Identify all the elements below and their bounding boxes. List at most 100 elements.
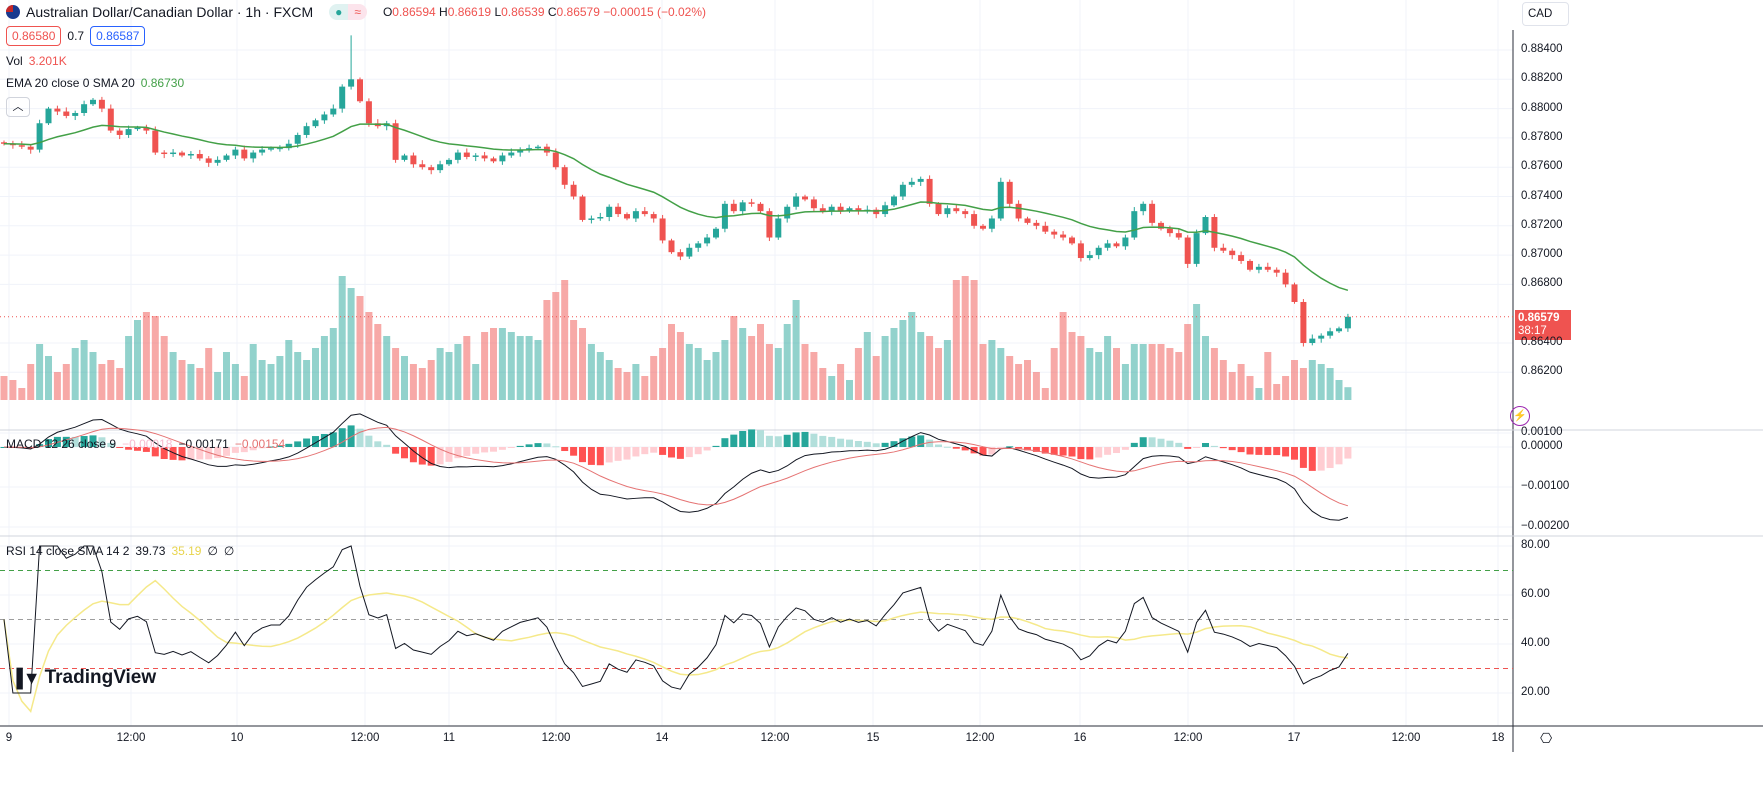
volume-bar (1041, 388, 1049, 400)
volume-bar (249, 344, 257, 400)
spread-value: 0.7 (67, 29, 85, 43)
macd-histogram-bar (1166, 440, 1174, 447)
candle-body (276, 148, 283, 150)
candle-body (1104, 243, 1111, 248)
macd-histogram-bar (534, 443, 542, 447)
candle-body (1, 142, 7, 144)
candle-body (891, 196, 897, 206)
macd-histogram-bar (427, 447, 435, 466)
candle-body (1175, 233, 1182, 238)
macd-histogram-bar (810, 433, 818, 447)
candle-body (428, 167, 435, 171)
candle-body (18, 145, 25, 147)
time-axis-label: 12:00 (116, 732, 146, 744)
candle-body (392, 123, 399, 160)
time-axis-label: 12:00 (760, 732, 790, 744)
price-axis-label: 0.87600 (1521, 160, 1563, 173)
volume-bar (18, 388, 26, 400)
macd-histogram-bar (1077, 447, 1085, 460)
macd-histogram-bar (596, 447, 604, 466)
volume-bar (943, 340, 951, 400)
time-axis-label: 12:00 (1391, 732, 1421, 744)
volume-bar (276, 356, 284, 400)
macd-histogram-bar (952, 447, 960, 449)
macd-histogram-bar (1175, 442, 1183, 447)
volume-bar (1193, 304, 1201, 400)
candle-body (1051, 231, 1058, 235)
macd-histogram-bar (481, 447, 489, 453)
volume-label: Vol (6, 54, 23, 68)
rsi-legend[interactable]: RSI 14 close SMA 14 2 39.73 35.19 ∅ ∅ (6, 544, 234, 558)
buy-button[interactable]: 0.86587 (90, 26, 146, 46)
rsi-extra-1: ∅ (207, 544, 218, 558)
candle-body (615, 206, 622, 215)
price-axis-label: 0.86400 (1521, 336, 1563, 348)
volume-bar (1050, 348, 1058, 400)
macd-legend[interactable]: MACD 12 26 close 9 −0.00018 −0.00171 −0.… (6, 437, 285, 451)
macd-histogram-bar (1264, 447, 1272, 456)
volume-bar (383, 336, 391, 400)
candle-body (1255, 266, 1262, 270)
candle-body (36, 123, 43, 150)
volume-legend[interactable]: Vol 3.201K (6, 54, 67, 68)
candle-body (81, 104, 88, 113)
wave-icon: ≈ (348, 4, 367, 20)
volume-bar (1344, 387, 1352, 400)
volume-bar (917, 332, 925, 400)
volume-bar (205, 348, 213, 400)
macd-histogram-bar (694, 447, 702, 455)
macd-histogram-bar (80, 436, 88, 447)
volume-bar (952, 280, 960, 400)
settings-icon[interactable]: ⎔ (1540, 730, 1553, 746)
ema-legend[interactable]: EMA 20 close 0 SMA 20 0.86730 (6, 76, 184, 90)
volume-bar (1291, 360, 1298, 400)
volume-bar (854, 348, 862, 400)
candle-body (268, 148, 274, 150)
macd-histogram-bar (285, 443, 293, 447)
candle-body (294, 134, 301, 144)
macd-histogram-bar (1291, 447, 1298, 460)
candle-body (1193, 233, 1200, 264)
volume-bar (810, 352, 818, 400)
macd-histogram-bar (854, 441, 862, 447)
sell-button[interactable]: 0.86580 (6, 26, 62, 46)
volume-bar (507, 332, 515, 400)
volume-bar (1024, 360, 1031, 400)
symbol-legend: Australian Dollar/Canadian Dollar · 1h ·… (6, 4, 706, 20)
candle-body (330, 108, 337, 115)
macd-histogram-bar (819, 435, 827, 447)
macd-axis-label: −0.00100 (1521, 480, 1570, 492)
macd-axis-label: −0.00200 (1521, 520, 1570, 532)
collapse-legend-button[interactable]: ︿ (6, 97, 30, 117)
price-axis-label: 0.87000 (1521, 248, 1563, 261)
rsi-extra-2: ∅ (223, 544, 235, 558)
macd-histogram-bar (961, 447, 969, 451)
volume-bar (1068, 332, 1076, 400)
macd-histogram-bar (36, 444, 44, 447)
volume-bar (783, 324, 791, 400)
candle-body (917, 178, 924, 182)
macd-histogram-bar (169, 447, 177, 460)
candle-body (686, 247, 693, 257)
macd-histogram-bar (926, 439, 934, 447)
candle-body (971, 214, 978, 226)
macd-histogram-bar (383, 444, 391, 447)
candle-body (561, 167, 568, 185)
candle-body (214, 159, 221, 163)
symbol-title[interactable]: Australian Dollar/Canadian Dollar · 1h ·… (26, 4, 314, 20)
price-axis-label: 0.87200 (1521, 218, 1563, 231)
macd-histogram-bar (721, 438, 729, 447)
market-status-badge[interactable]: ● ≈ (329, 4, 367, 20)
volume-bar (1246, 376, 1254, 400)
candle-body (1184, 237, 1191, 264)
lightning-icon[interactable]: ⚡ (1510, 406, 1530, 426)
macd-histogram-bar (1273, 447, 1281, 456)
volume-bar (1317, 364, 1325, 400)
tradingview-logo[interactable]: ▐▼ TradingView (10, 667, 157, 688)
candle-body (410, 155, 417, 165)
volume-bar (703, 360, 711, 400)
currency-select[interactable]: CAD (1522, 2, 1569, 26)
macd-histogram-bar (320, 433, 328, 447)
volume-bar (116, 368, 124, 400)
